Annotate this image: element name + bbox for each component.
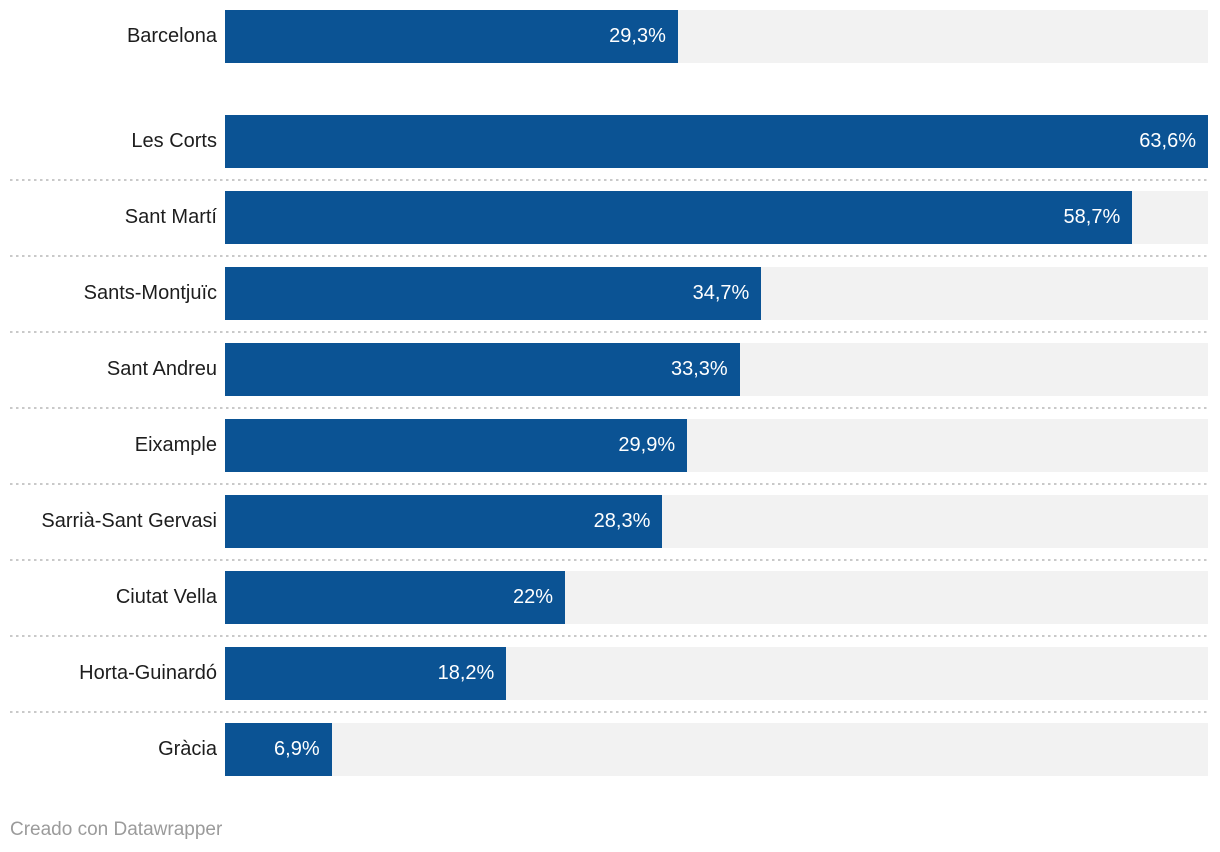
bar-track: 29,9%	[225, 419, 1208, 472]
bar: 63,6%	[225, 115, 1208, 168]
bar-track: 63,6%	[225, 115, 1208, 168]
bar: 28,3%	[225, 495, 663, 548]
bar: 33,3%	[225, 343, 740, 396]
category-label: Les Corts	[131, 130, 217, 152]
chart-row: Barcelona 29,3%	[0, 10, 1208, 63]
value-label: 58,7%	[1063, 206, 1121, 228]
chart-row: Horta-Guinardó 18,2%	[0, 647, 1208, 700]
bar: 34,7%	[225, 267, 762, 320]
datawrapper-credit-link[interactable]: Creado con Datawrapper	[10, 819, 223, 840]
bar: 58,7%	[225, 191, 1133, 244]
dotted-separator-line	[10, 710, 1208, 713]
bar-track: 29,3%	[225, 10, 1208, 63]
row-separator	[0, 700, 1208, 723]
category-label: Horta-Guinardó	[79, 662, 217, 684]
category-label: Sant Martí	[124, 206, 217, 228]
category-label: Gràcia	[158, 738, 217, 760]
chart-row: Eixample 29,9%	[0, 419, 1208, 472]
category-label: Barcelona	[126, 25, 217, 47]
dotted-separator-line	[10, 558, 1208, 561]
chart-row: Sarrià-Sant Gervasi 28,3%	[0, 495, 1208, 548]
value-label: 28,3%	[593, 510, 651, 532]
chart-row: Gràcia 6,9%	[0, 723, 1208, 776]
value-label: 22%	[513, 586, 554, 608]
category-label: Sants-Montjuïc	[83, 282, 217, 304]
chart-row: Sant Andreu 33,3%	[0, 343, 1208, 396]
bar-track: 22%	[225, 571, 1208, 624]
dotted-separator-line	[10, 330, 1208, 333]
bar-track: 6,9%	[225, 723, 1208, 776]
bar-track: 28,3%	[225, 495, 1208, 548]
value-label: 29,3%	[609, 25, 666, 47]
bar: 18,2%	[225, 647, 507, 700]
dotted-separator-line	[10, 406, 1208, 409]
dotted-separator-line	[10, 254, 1208, 257]
dotted-separator-line	[10, 634, 1208, 637]
value-label: 29,9%	[618, 434, 676, 456]
value-label: 18,2%	[437, 662, 495, 684]
row-separator	[0, 168, 1208, 191]
row-separator	[0, 244, 1208, 267]
chart-row: Sant Martí 58,7%	[0, 191, 1208, 244]
row-separator	[0, 396, 1208, 419]
chart-row: Sants-Montjuïc 34,7%	[0, 267, 1208, 320]
bar-track: 58,7%	[225, 191, 1208, 244]
value-label: 63,6%	[1139, 130, 1196, 152]
category-label: Eixample	[134, 434, 217, 456]
bar: 29,9%	[225, 419, 688, 472]
bar-track: 33,3%	[225, 343, 1208, 396]
bar-track: 34,7%	[225, 267, 1208, 320]
chart-row: Les Corts 63,6%	[0, 115, 1208, 168]
row-separator	[0, 548, 1208, 571]
value-label: 33,3%	[670, 358, 728, 380]
dotted-separator-line	[10, 178, 1208, 181]
category-label: Ciutat Vella	[115, 586, 217, 608]
dotted-separator-line	[10, 482, 1208, 485]
value-label: 6,9%	[274, 738, 320, 760]
bar-track: 18,2%	[225, 647, 1208, 700]
category-label: Sant Andreu	[106, 358, 217, 380]
bar-chart: Barcelona 29,3% Les Corts 63,6% Sant Martí 58…	[0, 10, 1208, 776]
bar: 22%	[225, 571, 566, 624]
row-separator	[0, 472, 1208, 495]
row-separator	[0, 624, 1208, 647]
value-label: 34,7%	[692, 282, 750, 304]
row-spacer	[0, 63, 1208, 115]
chart-row: Ciutat Vella 22%	[0, 571, 1208, 624]
bar: 6,9%	[225, 723, 332, 776]
category-label: Sarrià-Sant Gervasi	[41, 510, 217, 532]
row-separator	[0, 320, 1208, 343]
bar: 29,3%	[225, 10, 678, 63]
